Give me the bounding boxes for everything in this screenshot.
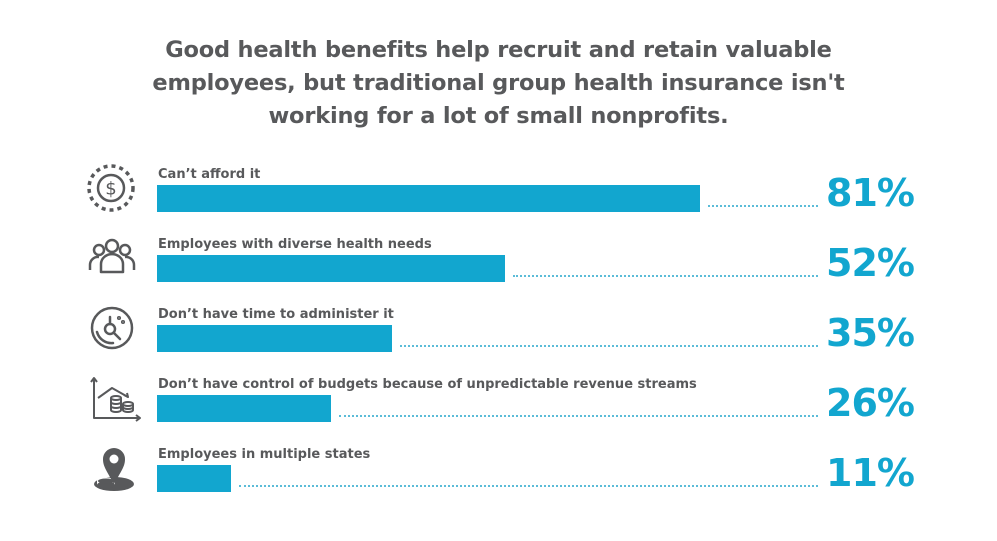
dollar-coin-icon: $ — [86, 164, 142, 216]
value-label: 81% — [826, 171, 915, 215]
title-line-2: employees, but traditional group health … — [152, 70, 845, 96]
map-pin-icon — [86, 444, 142, 496]
bar — [157, 325, 392, 352]
bar-label: Employees in multiple states — [158, 447, 371, 462]
bar-row: Don’t have control of budgets because of… — [0, 377, 997, 438]
value-label: 11% — [826, 451, 915, 495]
bar — [157, 255, 506, 282]
people-group-icon — [86, 234, 142, 286]
title-line-3: working for a lot of small nonprofits. — [268, 103, 729, 129]
bar — [157, 465, 231, 492]
bar — [157, 185, 700, 212]
bar-row: $ Can’t afford it 81% — [0, 164, 997, 228]
value-label: 52% — [826, 241, 915, 285]
bar-row: Don’t have time to administer it 35% — [0, 306, 997, 368]
leader-dots — [707, 205, 818, 207]
budget-chart-coins-icon — [86, 374, 142, 426]
leader-dots — [399, 345, 818, 347]
chart-title: Good health benefits help recruit and re… — [0, 34, 997, 133]
svg-text:$: $ — [105, 179, 116, 200]
leader-dots — [513, 275, 818, 277]
bar — [157, 395, 332, 422]
leader-dots — [339, 415, 818, 417]
bar-label: Don’t have time to administer it — [158, 307, 394, 322]
clock-search-icon — [86, 304, 142, 356]
bar-label: Employees with diverse health needs — [158, 237, 432, 252]
value-label: 26% — [826, 381, 915, 425]
bar-row: Employees with diverse health needs 52% — [0, 237, 997, 298]
leader-dots — [238, 485, 818, 487]
bar-label: Can’t afford it — [158, 167, 261, 182]
title-line-1: Good health benefits help recruit and re… — [165, 37, 832, 63]
bar-label: Don’t have control of budgets because of… — [158, 377, 697, 392]
bar-row: Employees in multiple states 11% — [0, 447, 997, 508]
value-label: 35% — [826, 311, 915, 355]
